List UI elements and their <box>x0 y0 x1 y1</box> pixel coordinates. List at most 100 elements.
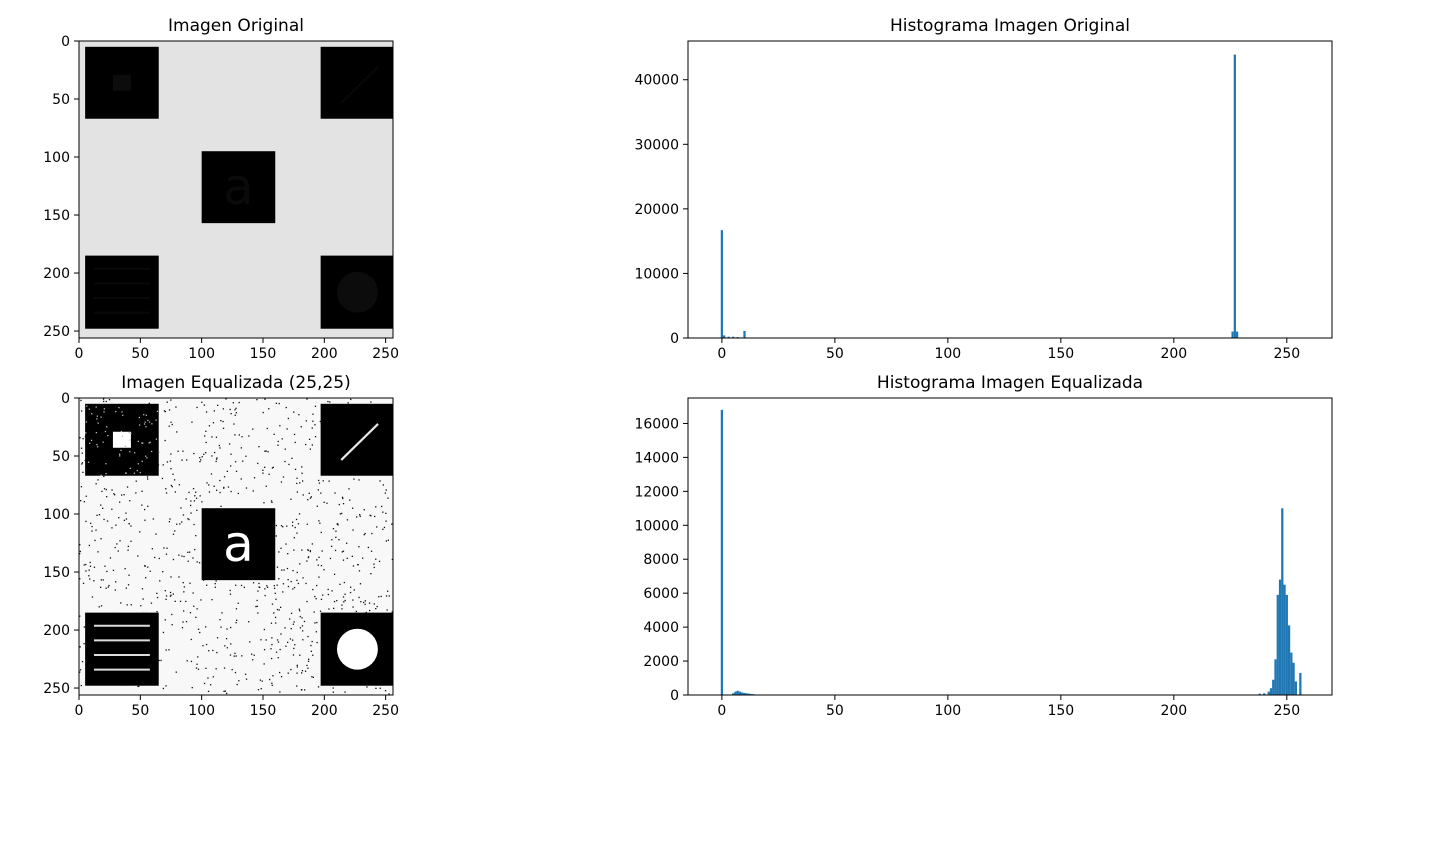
histogram-panel: 0 50 100 150 200 250 0 2000 4000 6000 8000 10000 120… <box>634 373 1333 719</box>
y-tick-label: 250 <box>43 324 70 340</box>
image-square <box>320 403 393 476</box>
y-tick-label: 16000 <box>634 416 679 432</box>
axes-frame <box>78 397 394 696</box>
histogram-bar <box>720 409 724 695</box>
y-tick-label: 100 <box>43 507 70 523</box>
axes-frame <box>687 397 1333 696</box>
x-tick-label: 250 <box>372 703 399 719</box>
histogram-bar <box>1287 625 1291 695</box>
image-square <box>201 508 276 581</box>
y-tick-label: 30000 <box>634 137 679 153</box>
histogram-bar <box>1283 584 1286 695</box>
histogram-bar <box>1276 594 1279 695</box>
y-tick-label: 100 <box>43 150 70 166</box>
histogram-bar <box>1263 693 1266 695</box>
small-square-feature <box>112 74 131 91</box>
histogram-bar <box>741 692 744 695</box>
x-tick-label: 100 <box>188 346 215 362</box>
histogram-bar <box>743 330 746 338</box>
histogram-bar <box>745 693 748 695</box>
image-panel: a 0 50 100 150 200 250 0 50 100 150 200 250 Imagen Eq… <box>43 373 399 719</box>
diagonal-line-feature <box>340 66 379 104</box>
x-tick-label: 50 <box>826 703 844 719</box>
image-square <box>85 612 159 686</box>
histogram-bar <box>1235 331 1239 338</box>
x-tick-label: 200 <box>1160 346 1187 362</box>
y-tick-label: 0 <box>61 391 70 407</box>
axes-frame <box>78 40 394 339</box>
x-tick-label: 50 <box>826 346 844 362</box>
x-tick-label: 100 <box>188 703 215 719</box>
y-tick-label: 50 <box>52 92 70 108</box>
circle-feature <box>336 271 378 313</box>
y-tick-label: 14000 <box>634 450 679 466</box>
y-tick-label: 2000 <box>643 654 679 670</box>
histogram-bar <box>727 336 730 338</box>
letter-feature: a <box>223 158 254 216</box>
x-tick-label: 50 <box>131 346 149 362</box>
histogram-bar <box>1285 594 1288 695</box>
histogram-bar <box>1294 681 1297 695</box>
letter-feature: a <box>223 515 254 573</box>
y-tick-label: 10000 <box>634 266 679 282</box>
x-tick-label: 100 <box>934 346 961 362</box>
x-tick-label: 0 <box>717 346 726 362</box>
x-tick-label: 150 <box>1047 703 1074 719</box>
histogram-bar <box>1269 688 1273 695</box>
histogram-bar <box>1267 691 1270 695</box>
y-tick-label: 150 <box>43 208 70 224</box>
image-square <box>201 151 276 224</box>
y-tick-label: 12000 <box>634 484 679 500</box>
small-square-feature <box>112 431 131 448</box>
diagonal-line-feature <box>340 423 379 461</box>
x-tick-label: 200 <box>311 346 338 362</box>
histogram-bar <box>1233 54 1236 339</box>
y-tick-label: 40000 <box>634 73 679 89</box>
histogram-bar <box>723 335 726 338</box>
histogram-bar <box>720 230 724 338</box>
histogram-bar <box>734 691 737 695</box>
y-tick-label: 200 <box>43 623 70 639</box>
x-tick-label: 150 <box>1047 346 1074 362</box>
y-tick-label: 50 <box>52 449 70 465</box>
x-tick-label: 250 <box>1273 703 1300 719</box>
y-tick-label: 250 <box>43 681 70 697</box>
image-square <box>85 255 159 329</box>
histogram-bar <box>743 692 746 695</box>
y-tick-label: 200 <box>43 266 70 282</box>
histogram-bar <box>732 336 735 338</box>
histogram-panel: 0 50 100 150 200 250 0 10000 20000 30000 40000 Hist… <box>634 16 1333 362</box>
y-tick-label: 0 <box>670 331 679 347</box>
x-tick-label: 250 <box>1273 346 1300 362</box>
image-square <box>320 46 393 119</box>
histogram-bar <box>738 691 742 695</box>
histogram-bar <box>1281 508 1284 695</box>
chart-title: Imagen Equalizada (25,25) <box>121 373 350 393</box>
x-tick-label: 150 <box>250 703 277 719</box>
histogram-bar <box>1290 652 1293 695</box>
y-tick-label: 10000 <box>634 518 679 534</box>
chart-title: Imagen Original <box>168 16 304 36</box>
x-tick-label: 200 <box>1160 703 1187 719</box>
histogram-bar <box>1292 662 1295 695</box>
histogram-bar <box>1274 659 1277 695</box>
y-tick-label: 150 <box>43 565 70 581</box>
x-tick-label: 100 <box>934 703 961 719</box>
x-tick-label: 200 <box>311 703 338 719</box>
x-tick-label: 150 <box>250 346 277 362</box>
y-tick-label: 8000 <box>643 552 679 568</box>
x-tick-label: 50 <box>131 703 149 719</box>
y-tick-label: 4000 <box>643 620 679 636</box>
histogram-bar <box>750 693 753 695</box>
circle-feature <box>336 628 378 670</box>
y-tick-label: 20000 <box>634 202 679 218</box>
y-tick-label: 0 <box>670 688 679 704</box>
histogram-bar <box>1272 679 1275 695</box>
histogram-bar <box>1299 672 1302 695</box>
x-tick-label: 0 <box>75 346 84 362</box>
histogram-bar <box>732 693 735 695</box>
x-tick-label: 0 <box>717 703 726 719</box>
histogram-bar <box>747 693 751 695</box>
y-tick-label: 6000 <box>643 586 679 602</box>
